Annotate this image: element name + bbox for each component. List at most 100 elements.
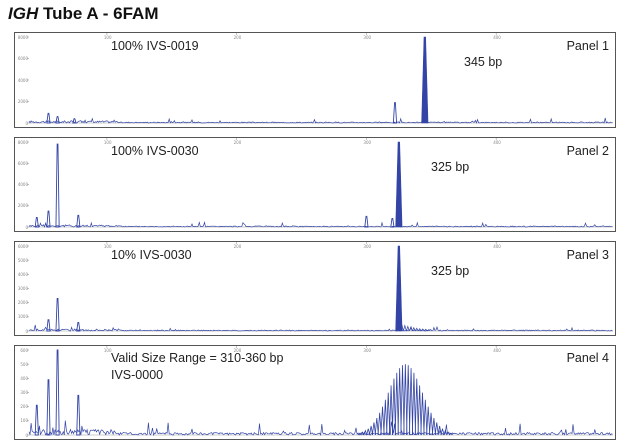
y-tick-label: 6000 <box>17 243 28 249</box>
y-tick-label: 8000 <box>17 34 28 40</box>
peak <box>34 216 39 228</box>
y-tick-label: 500 <box>20 361 28 367</box>
cluster-peak <box>386 392 391 436</box>
panel-2-chart: 100% IVS-0030 Panel 2 325 bp 0 2000 4000 60… <box>14 137 616 232</box>
x-tick-label: 400 <box>493 140 501 145</box>
cluster-peak <box>440 428 445 436</box>
stutter-peak <box>405 325 410 332</box>
x-tick-label: 100 <box>103 244 112 249</box>
cluster-peak <box>414 378 419 436</box>
y-tick-label: 200 <box>20 404 28 410</box>
stutter-peak <box>408 326 413 332</box>
y-tick-label: 8000 <box>17 139 28 145</box>
stutter-peak <box>420 328 425 332</box>
cluster-peak <box>391 378 396 436</box>
y-tick-label: 6000 <box>17 160 28 166</box>
peak <box>55 297 60 332</box>
stutter-peak <box>414 327 419 332</box>
y-tick-label: 1000 <box>17 314 28 320</box>
signal-trace <box>28 117 613 124</box>
title-rest: Tube A - 6FAM <box>38 4 159 23</box>
panel-3-peak-annotation: 325 bp <box>431 264 470 278</box>
y-tick-label: 600 <box>20 347 28 353</box>
y-tick-label: 4000 <box>17 271 28 277</box>
y-tick-label: 0 <box>25 328 28 334</box>
cluster-peak <box>366 428 371 436</box>
cluster-peak <box>434 422 439 436</box>
cluster-peak <box>417 385 422 436</box>
x-tick-label: 400 <box>493 35 501 40</box>
cluster-peak <box>357 432 362 436</box>
stutter-peak <box>417 327 422 332</box>
clonal-peak <box>395 245 403 332</box>
cluster-peak <box>374 417 379 436</box>
panel-1-peak-annotation: 345 bp <box>464 55 503 69</box>
cluster-peak <box>423 399 428 436</box>
y-tick-label: 4000 <box>17 182 28 187</box>
y-tick-label: 400 <box>20 375 28 381</box>
peak <box>46 210 51 228</box>
y-tick-label: 0 <box>25 224 28 230</box>
x-tick-label: 200 <box>233 35 242 40</box>
cluster-peak <box>446 431 451 436</box>
panel-1-label: Panel 1 <box>566 39 609 53</box>
panel-2-peak-annotation: 325 bp <box>431 160 470 174</box>
panel-3-chart: 10% IVS-0030 Panel 3 325 bp 0 1000 2000 300… <box>14 241 616 336</box>
peak <box>76 214 81 228</box>
cluster-peak <box>443 429 448 436</box>
y-tick-label: 2000 <box>17 300 28 306</box>
cluster-peak <box>403 364 408 436</box>
x-tick-label: 400 <box>493 348 501 353</box>
cluster-peak <box>429 412 434 436</box>
cluster-peak <box>383 399 388 436</box>
y-tick-label: 0 <box>25 432 28 438</box>
peak <box>46 379 51 436</box>
peak <box>72 118 77 124</box>
panel-3-sample: 10% IVS-0030 <box>111 248 192 262</box>
x-tick-label: 400 <box>493 244 501 249</box>
cluster-peak <box>437 425 442 436</box>
peak <box>34 404 39 436</box>
y-tick-label: 6000 <box>17 56 28 61</box>
cluster-peak <box>449 432 453 436</box>
x-tick-label: 200 <box>233 348 242 353</box>
x-tick-label: 300 <box>363 244 372 249</box>
signal-trace <box>28 324 613 332</box>
peak <box>390 218 395 228</box>
peak <box>76 394 81 436</box>
panel-1-sample: 100% IVS-0019 <box>111 39 199 53</box>
peak <box>55 349 60 436</box>
stutter-peak <box>402 324 407 332</box>
peak <box>392 102 398 124</box>
stutter-peak <box>423 328 428 332</box>
cluster-peak <box>426 406 431 436</box>
cluster-peak <box>420 392 425 436</box>
clonal-peak <box>395 141 403 228</box>
panel-1-chart: 100% IVS-0019 Panel 1 345 bp 0 2000 4000 60… <box>14 32 616 128</box>
panel-3-label: Panel 3 <box>566 248 609 262</box>
panel-2-plot <box>27 138 613 228</box>
peak <box>364 215 369 228</box>
y-tick-label: 3000 <box>17 286 28 291</box>
signal-trace <box>28 221 613 228</box>
title-gene: IGH <box>8 4 39 23</box>
peak <box>76 322 81 332</box>
cluster-peak <box>360 431 365 436</box>
panel-1-plot <box>27 33 613 124</box>
x-tick-label: 300 <box>363 348 372 353</box>
cluster-peak <box>369 425 374 436</box>
y-tick-label: 100 <box>20 418 28 424</box>
cluster-peak <box>377 412 382 436</box>
y-tick-label: 0 <box>25 120 28 126</box>
peak <box>46 112 51 124</box>
x-tick-label: 300 <box>363 35 372 40</box>
panel-4-plot <box>27 346 613 437</box>
x-tick-label: 300 <box>363 140 372 145</box>
stutter-peak <box>411 326 416 332</box>
x-tick-label: 100 <box>103 35 112 40</box>
y-tick-label: 300 <box>20 390 28 395</box>
cluster-peak <box>431 417 436 436</box>
signal-trace <box>28 420 613 437</box>
clonal-peak <box>421 36 429 124</box>
y-tick-label: 2000 <box>17 203 28 209</box>
